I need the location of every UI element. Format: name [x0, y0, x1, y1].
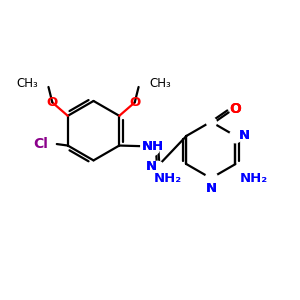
Text: NH₂: NH₂	[240, 172, 268, 185]
Text: N: N	[239, 129, 250, 142]
Text: CH₃: CH₃	[16, 77, 38, 90]
Text: O: O	[47, 96, 58, 109]
Text: NH: NH	[142, 140, 164, 153]
Text: N: N	[145, 160, 156, 173]
Text: N: N	[145, 160, 156, 173]
Text: NH: NH	[142, 140, 164, 153]
Text: NH₂: NH₂	[154, 172, 182, 185]
Text: N: N	[206, 182, 217, 195]
Text: O: O	[129, 96, 140, 109]
Text: O: O	[230, 102, 242, 116]
Text: Cl: Cl	[33, 137, 48, 151]
Text: O: O	[230, 102, 242, 116]
Text: N: N	[206, 182, 217, 195]
Text: CH₃: CH₃	[149, 77, 171, 90]
Text: N: N	[239, 129, 250, 142]
